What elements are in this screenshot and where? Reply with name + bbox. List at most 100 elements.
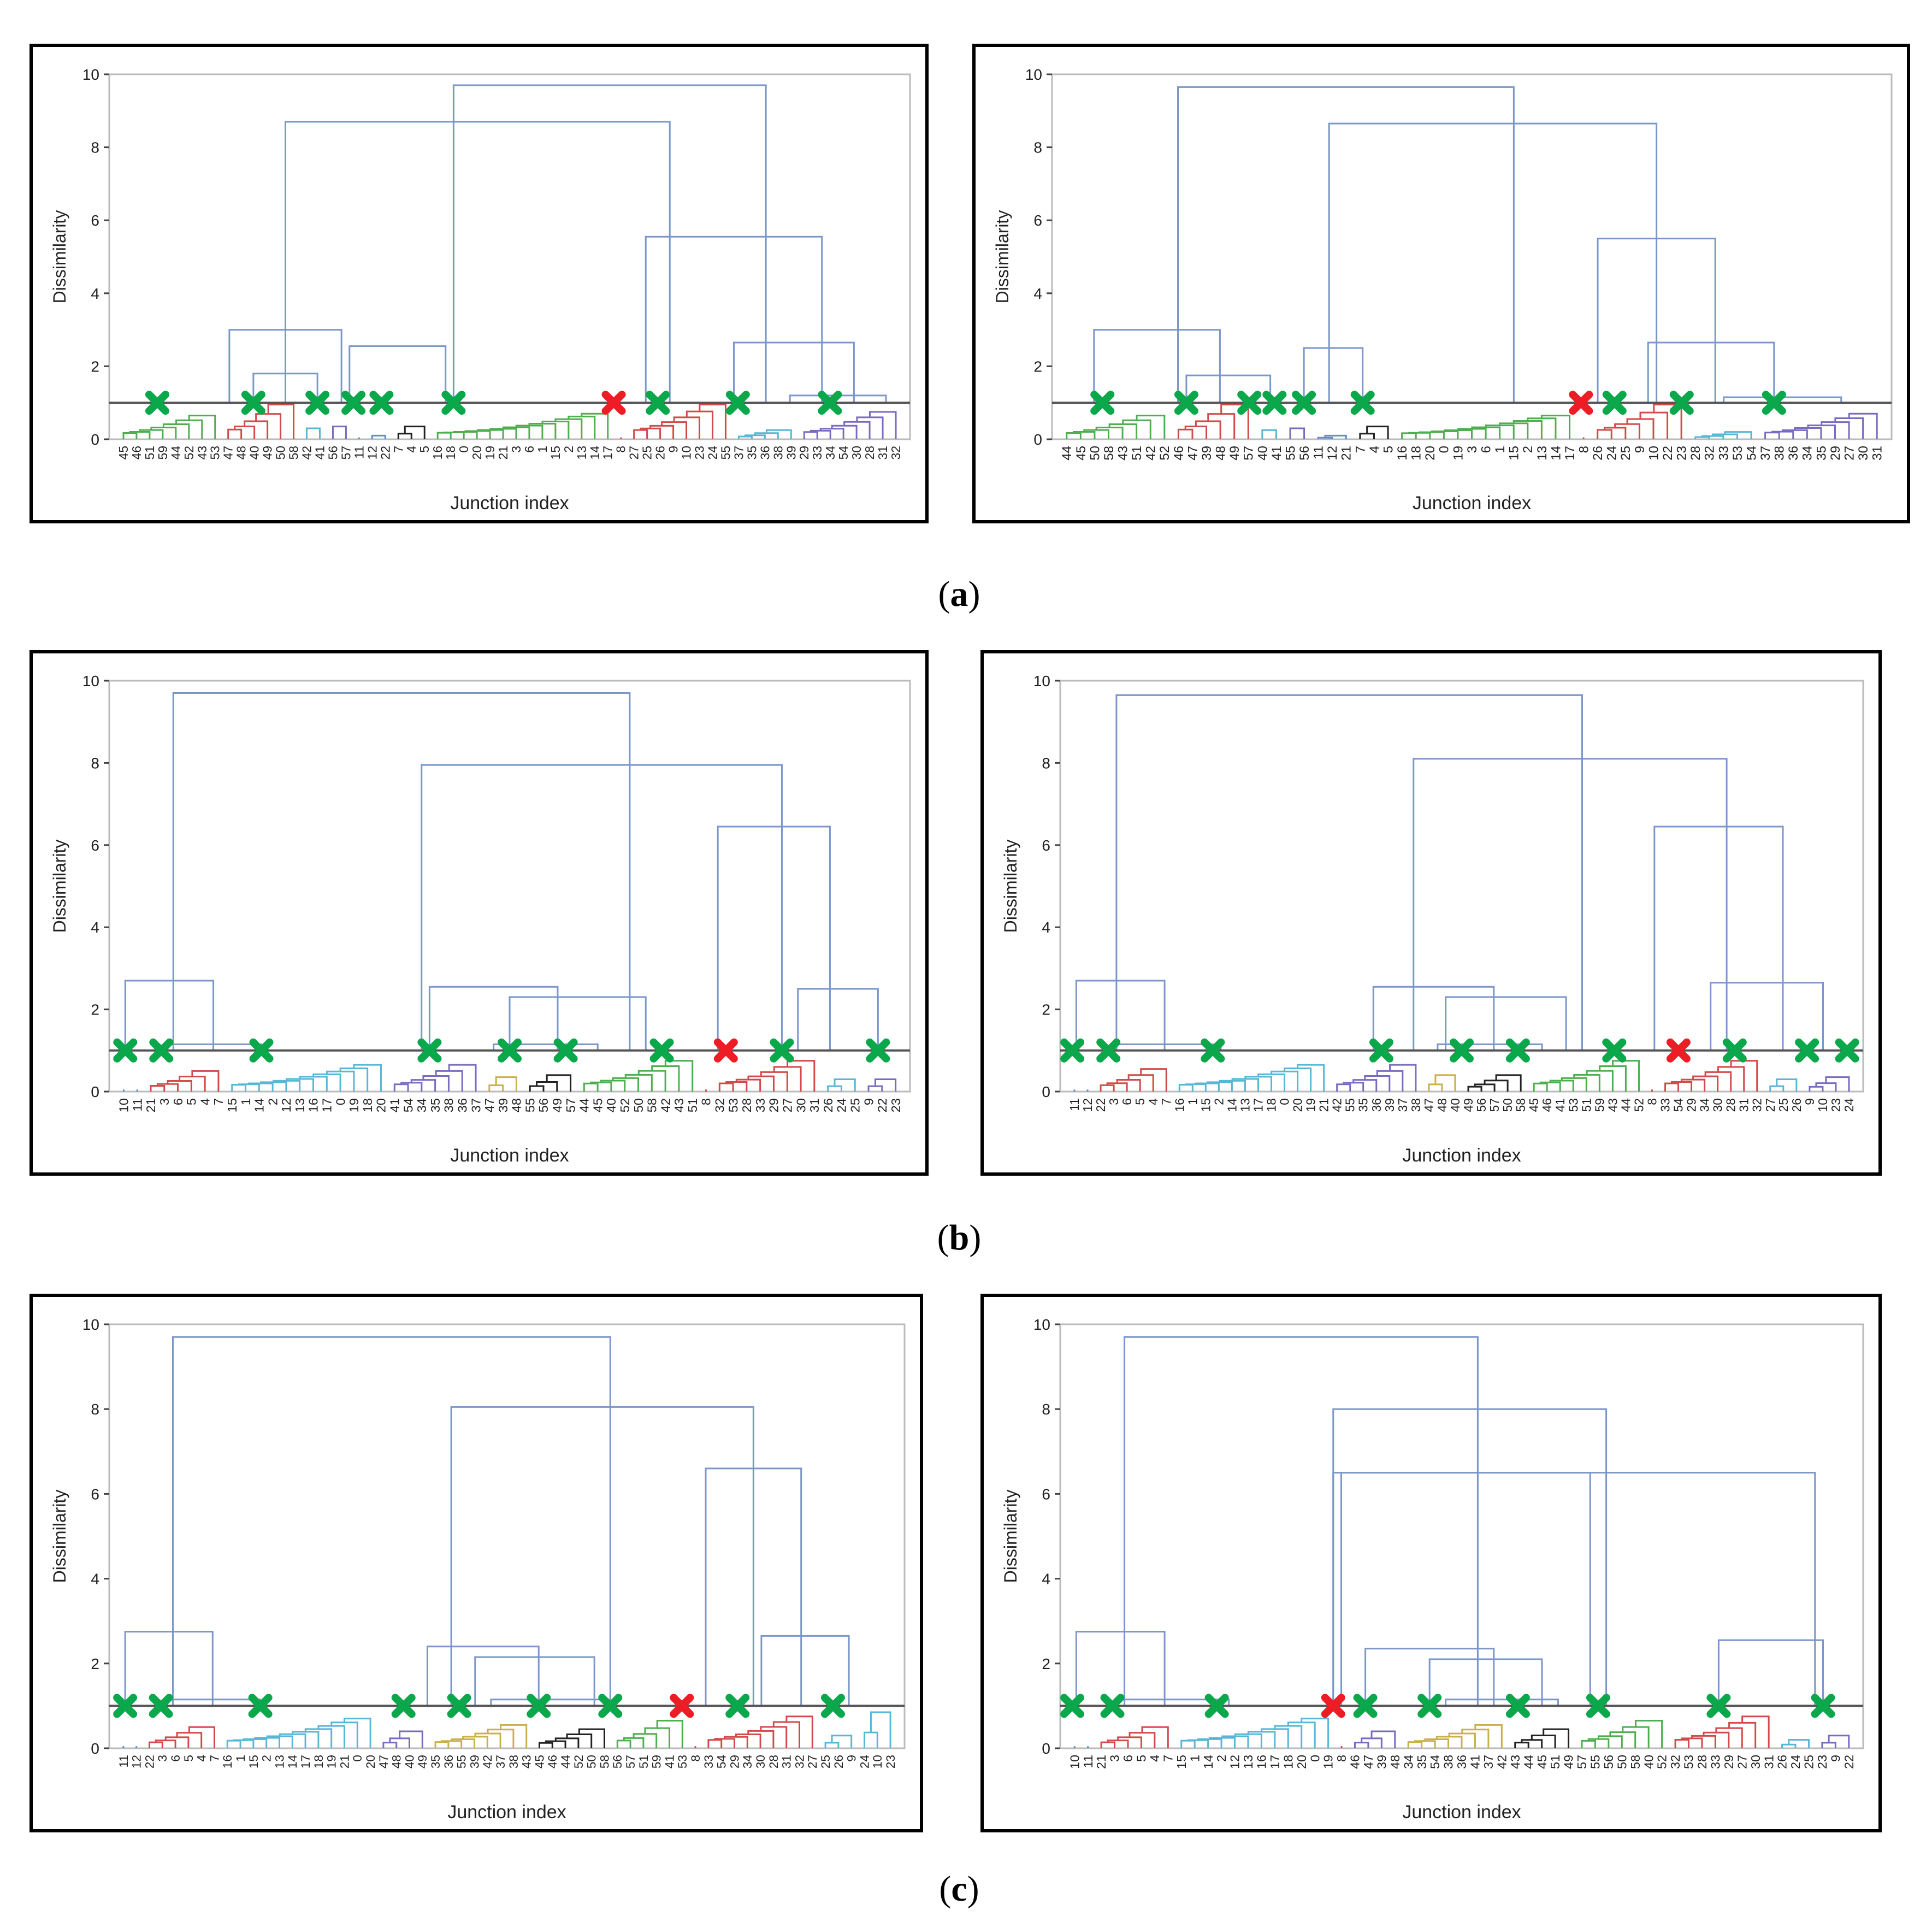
tree-link <box>705 1467 802 1706</box>
leaf-label: 22 <box>1661 446 1675 461</box>
cluster-link <box>1724 431 1752 439</box>
leaf-label: 45 <box>533 1755 546 1768</box>
leaf-label: 48 <box>234 446 249 459</box>
leaf-label: 34 <box>1401 1755 1415 1769</box>
leaf-label: 11 <box>1311 446 1326 459</box>
cluster-link <box>725 1081 748 1092</box>
leaf-label: 42 <box>481 1755 494 1768</box>
cluster-link <box>874 1078 897 1092</box>
leaf-label: 10 <box>1646 446 1661 461</box>
cluster-link <box>179 1076 206 1092</box>
tree-link <box>1332 1408 1608 1706</box>
leaf-label: 50 <box>1615 1755 1629 1769</box>
leaf-label: 18 <box>1265 1098 1279 1112</box>
leaf-label: 34 <box>1698 1098 1712 1112</box>
leaf-label: 39 <box>1374 1755 1389 1769</box>
leaf-label: 19 <box>347 1098 361 1112</box>
leaf-label: 3 <box>156 1755 169 1762</box>
y-tick-label: 10 <box>82 66 99 83</box>
leaf-label: 6 <box>169 1755 182 1762</box>
tree-link <box>493 1043 599 1051</box>
leaf-label: 9 <box>845 1755 859 1762</box>
leaf-label: 50 <box>631 1098 646 1112</box>
tree-link <box>452 84 767 403</box>
cluster-link <box>824 1742 840 1748</box>
leaf-label: 48 <box>1388 1755 1402 1769</box>
leaf-label: 30 <box>1748 1755 1763 1769</box>
ok-marker <box>818 391 842 415</box>
leaf-label: 22 <box>1094 1098 1108 1112</box>
tree-link <box>645 235 823 403</box>
leaf-label: 43 <box>520 1755 534 1768</box>
cluster-link <box>724 1736 748 1748</box>
leaf-label: 24 <box>1788 1755 1803 1769</box>
cluster-link <box>1825 1076 1850 1092</box>
ok-marker <box>1795 1038 1819 1063</box>
leaf-label: 1 <box>1493 446 1508 453</box>
cluster-link <box>150 1084 166 1092</box>
caption-b: (b) <box>937 1218 982 1258</box>
leaf-label: 20 <box>1291 1098 1305 1112</box>
y-tick-label: 4 <box>91 1571 99 1588</box>
cluster-link <box>1540 415 1571 439</box>
cluster-link <box>164 1736 190 1748</box>
y-tick-label: 10 <box>1033 1316 1050 1333</box>
ok-marker <box>725 391 750 415</box>
leaf-label: 33 <box>1716 446 1731 461</box>
y-tick-label: 10 <box>82 673 99 689</box>
y-tick-label: 0 <box>1033 431 1042 448</box>
tree-link <box>1340 1472 1591 1706</box>
leaf-label: 14 <box>252 1098 267 1112</box>
leaf-label: 12 <box>1325 446 1340 461</box>
y-axis-label: Dissimilarity <box>1001 840 1020 933</box>
leaf-label: 34 <box>823 446 837 459</box>
cluster-link <box>1543 1728 1570 1748</box>
leaf-label: 53 <box>1566 1098 1580 1112</box>
leaf-label: 7 <box>1161 1755 1175 1762</box>
y-tick-label: 0 <box>91 1083 99 1100</box>
leaf-label: 4 <box>404 446 418 453</box>
leaf-label: 26 <box>1591 446 1605 461</box>
ok-marker <box>1505 1038 1530 1063</box>
leaf-label: 56 <box>1297 446 1312 461</box>
leaf-label: 58 <box>1628 1755 1643 1769</box>
leaf-label: 49 <box>1562 1755 1576 1769</box>
leaf-label: 53 <box>1682 1755 1696 1769</box>
leaf-label: 17 <box>1268 1755 1282 1769</box>
leaf-label: 33 <box>810 446 824 459</box>
leaf-label: 57 <box>564 1098 578 1112</box>
plot-frame <box>1059 680 1864 1093</box>
leaf-label: 42 <box>1494 1755 1509 1769</box>
leaf-label: 48 <box>510 1098 524 1112</box>
leaf-label: 16 <box>430 446 445 459</box>
cluster-link <box>868 411 897 439</box>
leaf-label: 13 <box>293 1098 307 1112</box>
leaf-label: 44 <box>577 1098 592 1112</box>
cluster-link <box>1207 413 1236 439</box>
tree-link <box>172 1336 611 1706</box>
ok-marker <box>241 391 265 415</box>
leaf-label: 18 <box>444 446 458 459</box>
leaf-label: 21 <box>1094 1755 1108 1769</box>
leaf-label: 39 <box>1382 1098 1397 1112</box>
cluster-link <box>1336 1083 1351 1092</box>
cluster-link <box>1366 426 1389 439</box>
cluster-link <box>581 412 609 439</box>
tree-link <box>1185 374 1272 403</box>
leaf-label: 20 <box>374 1098 388 1112</box>
tree-link <box>1332 1472 1816 1706</box>
ok-marker <box>417 1038 442 1063</box>
y-axis-label: Dissimilarity <box>992 210 1012 304</box>
leaf-label: 7 <box>391 446 405 453</box>
ok-marker <box>527 1694 551 1718</box>
cluster-link <box>234 426 256 439</box>
cluster-link <box>1776 1078 1798 1092</box>
leaf-label: 52 <box>1655 1755 1669 1769</box>
leaf-label: 1 <box>1187 1755 1202 1762</box>
leaf-label: 2 <box>260 1755 274 1762</box>
tree-link <box>1075 1631 1166 1706</box>
leaf-label: 47 <box>1185 446 1200 461</box>
leaf-label: 58 <box>1102 446 1116 461</box>
cluster-link <box>1117 1736 1142 1748</box>
